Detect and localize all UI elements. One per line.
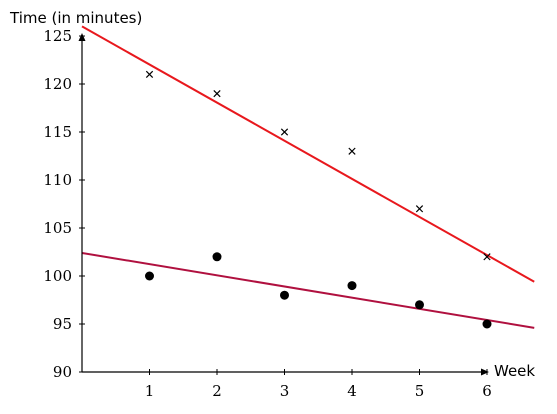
cross-stroke xyxy=(415,205,424,213)
trend-lines xyxy=(81,25,535,329)
dot-point-3 xyxy=(280,290,289,300)
cross-stroke xyxy=(213,89,221,98)
y-tick-label-125: 125 xyxy=(43,27,72,45)
cross-point-5 xyxy=(415,205,424,213)
y-tick-label-100: 100 xyxy=(43,267,72,285)
y-tick-label-105: 105 xyxy=(43,219,72,237)
x-tick-label-2: 2 xyxy=(212,382,222,400)
y-axis-arrow xyxy=(78,33,86,41)
trend-line-2 xyxy=(81,251,535,329)
trend-line-1 xyxy=(81,25,535,283)
y-tick-label-110: 110 xyxy=(43,171,72,189)
dot-point-2 xyxy=(212,252,222,262)
y-tick-label-120: 120 xyxy=(43,75,72,93)
cross-point-6 xyxy=(483,253,491,261)
axes: Time (in minutes) Week xyxy=(9,9,535,380)
dot-point-6 xyxy=(482,319,492,329)
x-axis-title: Week xyxy=(494,362,535,380)
y-axis-title: Time (in minutes) xyxy=(9,9,142,27)
x-tick-label-3: 3 xyxy=(280,382,290,400)
dot-point-4 xyxy=(347,281,357,291)
dot-point-1 xyxy=(145,271,154,281)
cross-point-1 xyxy=(145,70,154,79)
cross-point-3 xyxy=(280,128,289,136)
cross-stroke xyxy=(348,147,356,155)
y-tick-label-95: 95 xyxy=(53,315,72,333)
cross-stroke xyxy=(483,253,491,261)
cross-point-4 xyxy=(348,147,356,155)
y-tick-label-115: 115 xyxy=(43,123,72,141)
cross-stroke xyxy=(280,128,289,136)
x-tick-label-5: 5 xyxy=(415,382,425,400)
cross-point-2 xyxy=(213,89,221,98)
x-axis-arrow xyxy=(481,368,489,376)
y-tick-label-90: 90 xyxy=(53,363,72,381)
x-tick-label-4: 4 xyxy=(347,382,357,400)
x-tick-label-6: 6 xyxy=(482,382,492,400)
cross-stroke xyxy=(145,70,154,79)
dot-point-5 xyxy=(415,300,424,310)
x-tick-label-1: 1 xyxy=(145,382,155,400)
ticks: 1 2 3 4 5 6 90 95 100 105 110 115 120 125 xyxy=(43,27,491,400)
data-points xyxy=(145,70,492,329)
